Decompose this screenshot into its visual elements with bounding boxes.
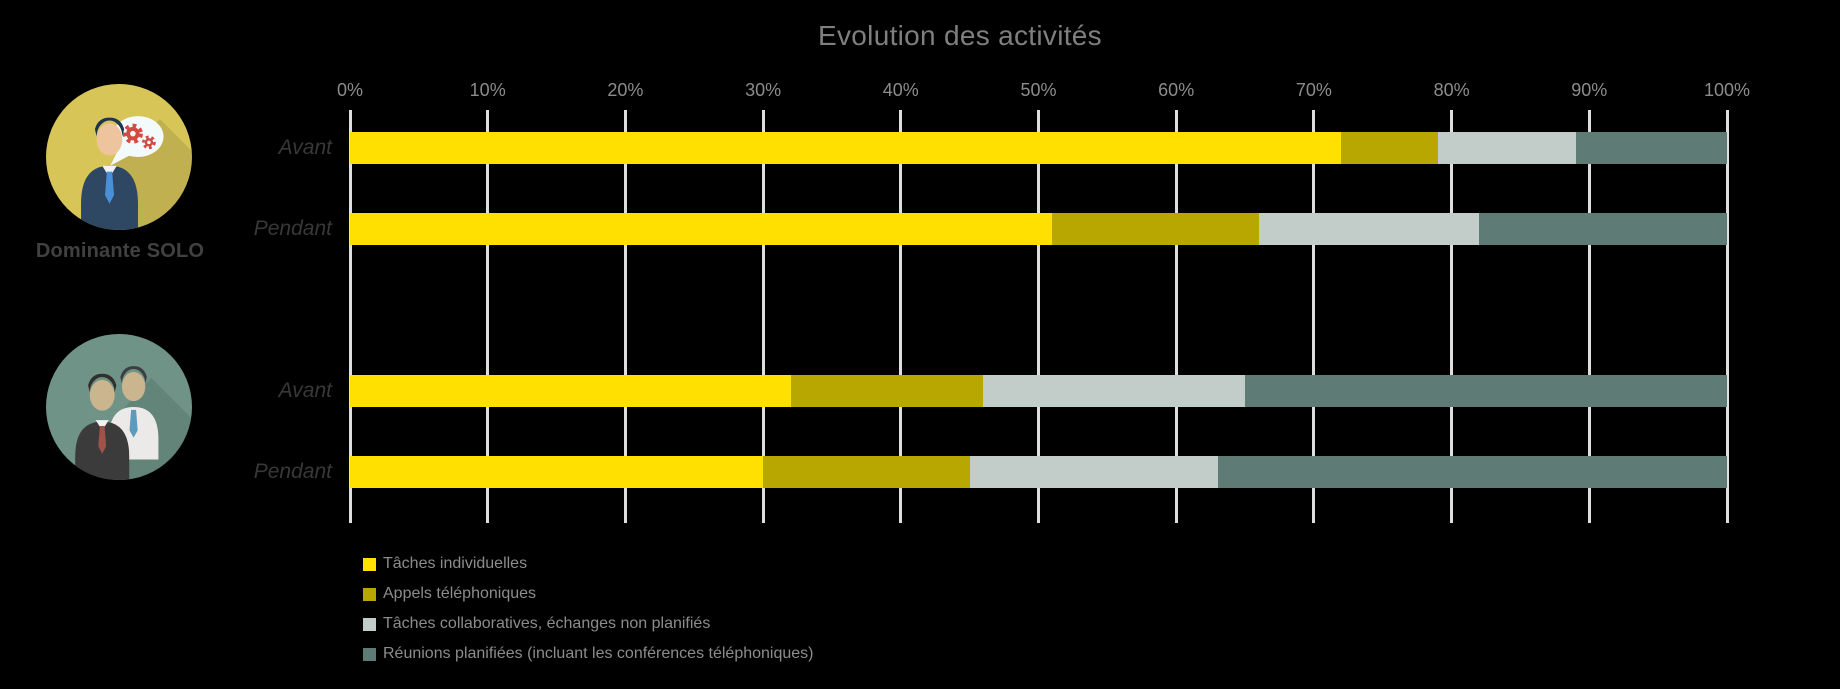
gridline bbox=[899, 110, 903, 523]
legend-item: Tâches collaboratives, échanges non plan… bbox=[363, 609, 814, 639]
x-tick-label: 30% bbox=[745, 80, 782, 100]
x-tick-label: 0% bbox=[336, 80, 363, 100]
bar-row-pendant bbox=[350, 213, 1727, 245]
gridline bbox=[623, 110, 627, 523]
x-tick-label: 70% bbox=[1295, 80, 1332, 100]
category-label-avant: Avant bbox=[278, 379, 332, 402]
legend-item: Tâches individuelles bbox=[363, 549, 814, 579]
gridline bbox=[486, 110, 490, 523]
two-people-icon bbox=[46, 334, 192, 480]
bar-segment bbox=[350, 213, 1053, 245]
legend-swatch-icon bbox=[363, 647, 376, 661]
category-label-pendant: Pendant bbox=[253, 217, 332, 240]
gridline bbox=[1587, 110, 1591, 523]
legend-label: Tâches collaboratives, échanges non plan… bbox=[383, 615, 711, 632]
x-tick-label: 80% bbox=[1433, 80, 1470, 100]
x-tick-label: 10% bbox=[469, 80, 506, 100]
legend: Tâches individuelles Appels téléphoniques… bbox=[363, 549, 814, 669]
bar-row-avant bbox=[350, 375, 1727, 407]
category-label-pendant: Pendant bbox=[253, 460, 332, 483]
chart-title: Evolution des activités bbox=[818, 20, 1102, 51]
bar-segment bbox=[763, 456, 970, 488]
bar-segment bbox=[1437, 132, 1576, 164]
x-tick-label: 100% bbox=[1703, 80, 1751, 100]
legend-label: Tâches individuelles bbox=[383, 555, 528, 572]
legend-swatch-icon bbox=[363, 587, 376, 601]
bar-row-pendant bbox=[350, 456, 1727, 488]
gridline bbox=[1725, 110, 1729, 523]
person-speech-bubble-gears-icon bbox=[46, 84, 192, 230]
bar-segment bbox=[983, 375, 1246, 407]
group-label-dominante-solo: Dominante SOLO bbox=[35, 240, 205, 262]
category-label-avant: Avant bbox=[278, 136, 332, 159]
x-tick-label: 90% bbox=[1571, 80, 1608, 100]
gridline bbox=[1312, 110, 1316, 523]
plot-area bbox=[348, 110, 1729, 523]
x-tick-label: 60% bbox=[1158, 80, 1195, 100]
bar-row-avant bbox=[350, 132, 1727, 164]
bar-segment bbox=[350, 132, 1342, 164]
legend-swatch-icon bbox=[363, 557, 376, 571]
x-tick-label: 50% bbox=[1020, 80, 1057, 100]
bar-segment bbox=[1341, 132, 1438, 164]
x-tick-label: 40% bbox=[882, 80, 919, 100]
bar-segment bbox=[969, 456, 1218, 488]
bar-segment bbox=[1052, 213, 1259, 245]
legend-swatch-icon bbox=[363, 617, 376, 631]
gridline bbox=[1037, 110, 1040, 523]
bar-segment bbox=[1258, 213, 1480, 245]
bar-segment bbox=[1217, 456, 1727, 488]
legend-label: Appels téléphoniques bbox=[383, 585, 537, 602]
bar-segment bbox=[350, 456, 764, 488]
bar-segment bbox=[1575, 132, 1727, 164]
bar-segment bbox=[1245, 375, 1727, 407]
bar-segment bbox=[790, 375, 984, 407]
legend-label: Réunions planifiées (incluant les confér… bbox=[383, 645, 814, 662]
x-tick-label: 20% bbox=[607, 80, 644, 100]
gridline bbox=[1450, 110, 1454, 523]
bar-segment bbox=[350, 375, 791, 407]
legend-item: Réunions planifiées (incluant les confér… bbox=[363, 639, 814, 669]
gridline bbox=[1174, 110, 1178, 523]
bar-segment bbox=[1479, 213, 1727, 245]
legend-item: Appels téléphoniques bbox=[363, 579, 814, 609]
gridline bbox=[761, 110, 765, 523]
gridline bbox=[348, 110, 352, 523]
